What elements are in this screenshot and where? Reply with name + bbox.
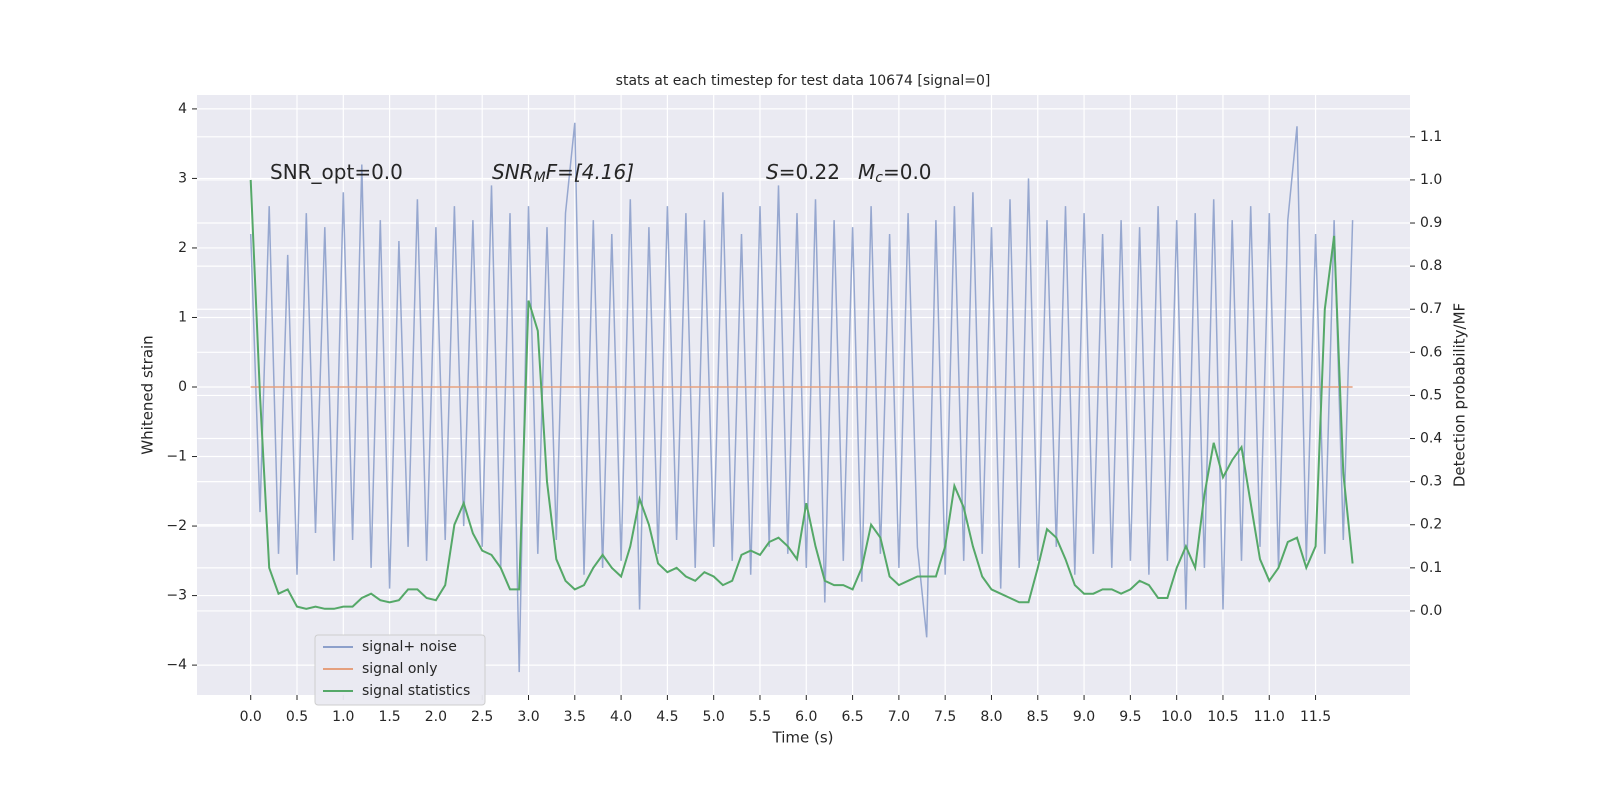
annotation-part: =0.22 bbox=[779, 160, 840, 184]
y2-tick-label: 0.9 bbox=[1420, 215, 1442, 231]
x-tick-label: 6.0 bbox=[795, 709, 817, 725]
y-tick-label: −4 bbox=[166, 657, 187, 673]
y2-tick-label: 0.7 bbox=[1420, 301, 1442, 317]
annotation-part: SNR bbox=[492, 160, 534, 184]
legend-label: signal only bbox=[362, 661, 437, 677]
x-tick-label: 8.0 bbox=[980, 709, 1002, 725]
y2-tick-label: 0.3 bbox=[1420, 474, 1442, 490]
y-tick-label: 4 bbox=[178, 101, 187, 117]
legend-label: signal statistics bbox=[362, 683, 470, 699]
y-tick-label: −2 bbox=[166, 518, 187, 534]
x-tick-label: 2.0 bbox=[425, 709, 447, 725]
x-tick-label: 11.0 bbox=[1254, 709, 1285, 725]
x-tick-label: 10.0 bbox=[1161, 709, 1192, 725]
x-tick-label: 5.0 bbox=[703, 709, 725, 725]
x-tick-label: 0.5 bbox=[286, 709, 308, 725]
annotation: S=0.22 bbox=[766, 160, 840, 184]
y-tick-label: −3 bbox=[166, 588, 187, 604]
x-tick-label: 1.5 bbox=[378, 709, 400, 725]
x-tick-label: 3.5 bbox=[564, 709, 586, 725]
x-tick-label: 11.5 bbox=[1300, 709, 1331, 725]
y-axis-label: Whitened strain bbox=[139, 335, 157, 454]
series-line bbox=[249, 122, 1354, 673]
y2-tick-label: 0.8 bbox=[1420, 258, 1442, 274]
y2-tick-label: 0.4 bbox=[1420, 431, 1442, 447]
y2-tick-label: 0.2 bbox=[1420, 517, 1442, 533]
x-tick-label: 3.0 bbox=[517, 709, 539, 725]
x-tick-label: 0.0 bbox=[240, 709, 262, 725]
x-tick-label: 4.0 bbox=[610, 709, 632, 725]
x-tick-label: 8.5 bbox=[1027, 709, 1049, 725]
y-tick-label: 3 bbox=[178, 170, 187, 186]
x-tick-label: 7.0 bbox=[888, 709, 910, 725]
annotation-part: F=[4.16] bbox=[546, 160, 634, 184]
chart-title: stats at each timestep for test data 106… bbox=[616, 73, 991, 89]
annotation-part: =0.0 bbox=[883, 160, 932, 184]
annotation-part: SNR_opt=0.0 bbox=[270, 160, 403, 184]
annotation-part: M bbox=[858, 160, 875, 184]
x-axis-label: Time (s) bbox=[772, 729, 834, 747]
annotation: SNRMF=[4.16] bbox=[492, 160, 634, 187]
y2-tick-label: 0.6 bbox=[1420, 344, 1442, 360]
x-tick-label: 9.5 bbox=[1119, 709, 1141, 725]
y2-tick-label: 0.1 bbox=[1420, 560, 1442, 576]
legend-label: signal+ noise bbox=[362, 639, 457, 655]
annotation-part: c bbox=[875, 170, 883, 186]
annotation-part: S bbox=[766, 160, 779, 184]
y-tick-label: 2 bbox=[178, 240, 187, 256]
x-tick-label: 10.5 bbox=[1207, 709, 1238, 725]
y2-tick-label: 0.5 bbox=[1420, 387, 1442, 403]
x-tick-label: 5.5 bbox=[749, 709, 771, 725]
annotation-part: M bbox=[534, 170, 546, 186]
y2-tick-label: 1.0 bbox=[1420, 172, 1442, 188]
x-tick-label: 6.5 bbox=[841, 709, 863, 725]
y2-tick-label: 0.0 bbox=[1420, 603, 1442, 619]
legend-box bbox=[314, 634, 486, 706]
x-tick-label: 4.5 bbox=[656, 709, 678, 725]
x-tick-label: 9.0 bbox=[1073, 709, 1095, 725]
annotation: Mc=0.0 bbox=[858, 160, 932, 187]
y-tick-label: 0 bbox=[178, 379, 187, 395]
y2-tick-label: 1.1 bbox=[1420, 129, 1442, 145]
x-tick-label: 7.5 bbox=[934, 709, 956, 725]
y-tick-label: −1 bbox=[166, 449, 187, 465]
annotation: SNR_opt=0.0 bbox=[270, 160, 403, 184]
x-tick-label: 1.0 bbox=[332, 709, 354, 725]
y2-axis-label: Detection probability/MF bbox=[1451, 303, 1469, 487]
y-tick-label: 1 bbox=[178, 309, 187, 325]
series-line bbox=[249, 179, 1354, 610]
x-tick-label: 2.5 bbox=[471, 709, 493, 725]
